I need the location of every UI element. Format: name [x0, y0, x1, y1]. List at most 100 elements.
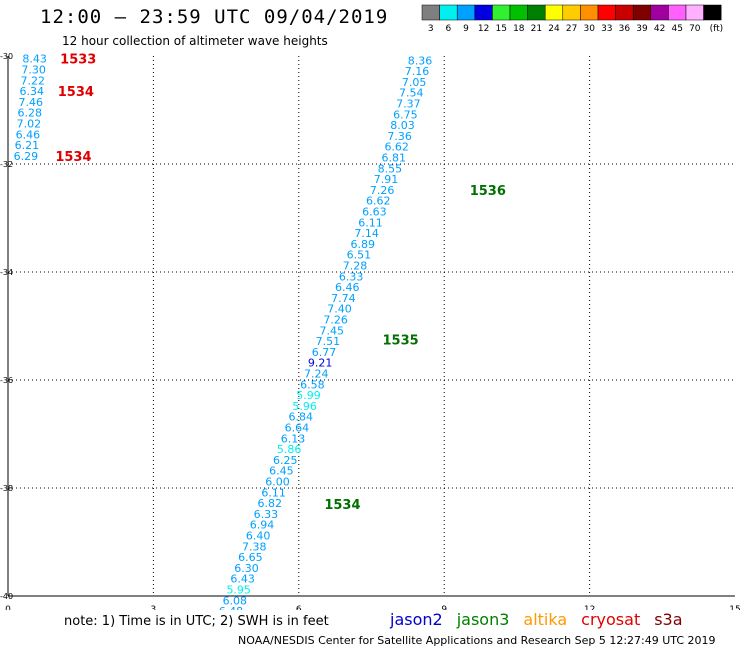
data-point-label: 6.13 [281, 432, 306, 445]
data-point-label: 9.21 [308, 357, 333, 370]
y-tick-label: -34 [0, 268, 13, 277]
data-point-label: 6.45 [269, 465, 294, 478]
legend-swatch [703, 4, 722, 21]
data-point-label: 7.45 [320, 324, 345, 337]
legend-label: 27 [566, 24, 577, 34]
data-point-label: 6.84 [288, 411, 313, 424]
data-point-label: 6.62 [384, 141, 409, 154]
legend-label: 3 [428, 24, 434, 34]
mission-name: altika [523, 610, 568, 629]
data-point-label: 7.14 [354, 227, 379, 240]
color-legend: 3 6 9 12 15 18 21 24 27 30 33 36 39 42 45 70 (ft) [421, 4, 724, 34]
legend-label: 15 [495, 24, 506, 34]
pass-number-label: 1534 [55, 150, 91, 165]
data-point-label: 6.75 [393, 108, 418, 121]
legend-label: 33 [601, 24, 612, 34]
data-point-label: 6.30 [234, 562, 259, 575]
data-point-label: 7.24 [304, 368, 329, 381]
data-point-label: 7.51 [316, 335, 341, 348]
mission-name: jason2 [390, 610, 443, 629]
data-point-label: 7.26 [323, 314, 348, 327]
data-point-label: 6.62 [366, 195, 391, 208]
data-point-label: 6.94 [250, 519, 275, 532]
y-tick-label: -40 [0, 592, 13, 601]
data-point-label: 6.64 [285, 422, 310, 435]
x-tick-label: 12 [584, 605, 595, 610]
footer-note: note: 1) Time is in UTC; 2) SWH is in fe… [64, 614, 329, 629]
data-point-label: 5.86 [277, 443, 302, 456]
data-point-label: 6.33 [339, 270, 364, 283]
pass-number-label: 1535 [382, 334, 418, 349]
data-point-label: 6.65 [238, 551, 263, 564]
data-point-label: 8.03 [390, 119, 415, 132]
legend-label: 18 [513, 24, 525, 34]
data-point-label: 7.74 [331, 292, 356, 305]
data-point-label: 6.43 [230, 573, 255, 586]
scatter-plot: 0 3 6 9 12 15-30-32-34-36-38-408.437.307.226.… [0, 52, 740, 610]
data-point-label: 6.82 [257, 497, 282, 510]
data-point-label: 7.30 [21, 64, 46, 77]
data-point-label: 6.25 [273, 454, 298, 467]
x-tick-label: 3 [151, 605, 157, 610]
legend-label: 30 [583, 24, 595, 34]
data-point-label: 7.28 [343, 260, 368, 273]
data-point-label: 6.63 [362, 206, 387, 219]
pass-number-label: 1534 [324, 498, 360, 513]
y-tick-label: -36 [0, 376, 13, 385]
data-point-label: 6.51 [347, 249, 372, 262]
data-point-label: 5.99 [296, 389, 321, 402]
pass-number-label: 1534 [58, 85, 94, 100]
data-point-label: 6.33 [254, 508, 279, 521]
data-point-label: 6.00 [265, 476, 290, 489]
data-point-label: 7.91 [374, 173, 399, 186]
data-point-label: 6.11 [358, 216, 383, 229]
data-point-label: 8.55 [378, 162, 403, 175]
data-point-label: 6.48 [219, 605, 244, 610]
data-point-label: 7.26 [370, 184, 395, 197]
legend-label: 42 [654, 24, 665, 34]
data-point-label: 6.89 [351, 238, 376, 251]
x-tick-label: 15 [729, 605, 740, 610]
data-point-label: 6.77 [312, 346, 337, 359]
y-tick-label: -38 [0, 484, 13, 493]
data-point-label: 8.43 [22, 53, 47, 66]
legend-unit: (ft) [710, 24, 724, 34]
data-point-label: 7.05 [402, 76, 427, 89]
data-point-label: 7.22 [20, 74, 45, 87]
mission-name: s3a [654, 610, 683, 629]
legend-label: 21 [531, 24, 542, 34]
y-tick-label: -32 [0, 160, 13, 169]
data-point-label: 7.02 [17, 118, 42, 131]
data-point-label: 6.46 [16, 128, 41, 141]
data-point-label: 5.96 [292, 400, 317, 413]
legend-label: 36 [619, 24, 631, 34]
legend-label: 70 [689, 24, 701, 34]
legend-label: 12 [478, 24, 489, 34]
data-point-label: 6.28 [18, 107, 43, 120]
chart-title: 12:00 – 23:59 UTC 09/04/2019 [40, 6, 389, 28]
mission-name: jason3 [456, 610, 510, 629]
data-point-label: 7.36 [387, 130, 412, 143]
data-point-label: 8.36 [408, 54, 433, 67]
legend-label: 9 [463, 24, 469, 34]
data-point-label: 6.29 [14, 150, 39, 163]
legend-label: 24 [548, 24, 560, 34]
y-tick-label: -30 [0, 52, 13, 61]
data-point-label: 6.21 [15, 139, 40, 152]
data-point-label: 7.16 [405, 65, 430, 78]
data-point-label: 6.08 [223, 594, 248, 607]
data-point-label: 6.34 [19, 85, 44, 98]
credit-line: NOAA/NESDIS Center for Satellite Applica… [238, 634, 716, 647]
data-point-label: 7.46 [19, 96, 44, 109]
legend-label: 39 [636, 24, 648, 34]
data-point-label: 6.58 [300, 378, 325, 391]
x-tick-label: 0 [5, 605, 11, 610]
x-tick-label: 9 [441, 605, 447, 610]
legend-label: 6 [446, 24, 452, 34]
data-point-label: 6.40 [246, 530, 271, 543]
data-point-label: 7.54 [399, 87, 424, 100]
pass-number-label: 1533 [60, 53, 96, 68]
data-point-label: 6.46 [335, 281, 360, 294]
mission-name: cryosat [581, 610, 641, 629]
pass-number-label: 1536 [470, 184, 506, 199]
